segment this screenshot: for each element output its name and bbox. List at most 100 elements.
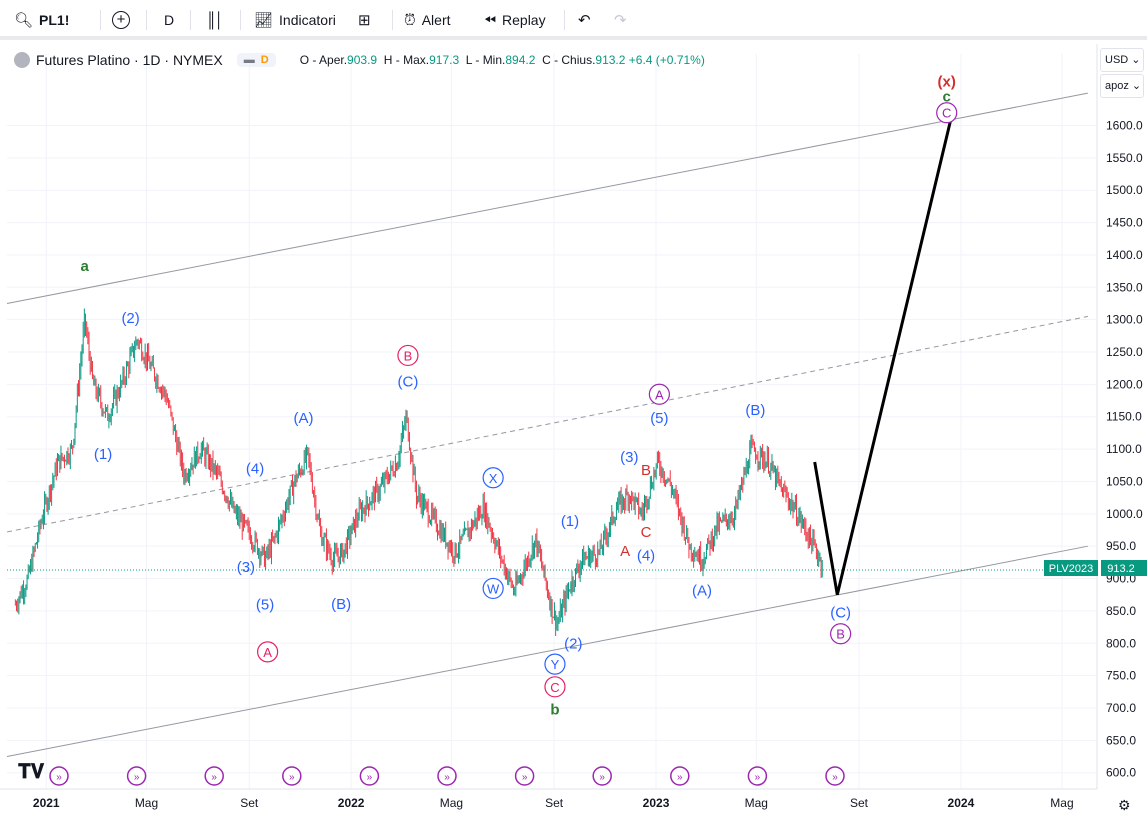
price-axis-bg <box>1097 44 1147 817</box>
open-label: O - Aper. <box>299 53 348 67</box>
badge-label: D <box>260 54 269 66</box>
x-tick-label: Mag <box>440 796 463 810</box>
divider <box>564 10 565 30</box>
wave-circle <box>257 641 279 663</box>
close-value: 913.2 <box>595 53 626 67</box>
price-axis[interactable]: 600.0650.0700.0750.0800.0850.0900.0950.0… <box>1096 44 1147 817</box>
wave-label: B <box>404 348 413 363</box>
interval-label: D <box>164 12 175 28</box>
event-marker <box>204 766 224 786</box>
symbol-search[interactable]: 🔍︎ PL1! <box>14 8 69 32</box>
wave-label: (C) <box>830 604 851 621</box>
y-tick-label: 1350.0 <box>1106 280 1143 294</box>
divider <box>190 10 191 30</box>
legend-title: Futures Platino · 1D · NYMEX <box>36 52 223 68</box>
wave-label: (2) <box>121 310 139 327</box>
event-marker <box>825 766 845 786</box>
event-marker <box>670 766 690 786</box>
x-tick-label: Set <box>545 796 564 810</box>
events-row: » » » » » » » » » » » <box>49 766 845 786</box>
y-tick-label: 950.0 <box>1106 539 1136 553</box>
wave-label: (A) <box>692 582 712 599</box>
y-tick-label: 700.0 <box>1106 701 1136 715</box>
y-tick-label: 800.0 <box>1106 636 1136 650</box>
event-marker <box>282 766 302 786</box>
indicators-icon: 📈︎ <box>254 12 274 29</box>
currency-label: USD <box>1105 54 1129 66</box>
wave-label: (1) <box>561 513 579 530</box>
x-tick-label: Set <box>850 796 869 810</box>
wave-label: a <box>81 258 90 275</box>
gear-icon[interactable]: ⚙ <box>1118 797 1131 813</box>
price-chart[interactable]: a (1) (2) (3) (4) (5) A (A) (B) B (C) X W (1) Y (2) Cb (3… <box>0 44 1147 817</box>
y-tick-label: 1600.0 <box>1106 119 1143 133</box>
chart-type-button[interactable]: ║│ <box>206 8 228 32</box>
event-marker <box>437 766 457 786</box>
layouts-button[interactable]: ⊞ <box>358 8 377 32</box>
time-axis[interactable]: 2021 Mag Set 2022 Mag Set 2023 Mag Set 2024 Mag <box>0 788 1097 817</box>
event-icon: » <box>289 772 295 783</box>
x-tick-label: 2023 <box>643 796 670 810</box>
event-icon: » <box>444 772 450 783</box>
event-icon: » <box>832 772 838 783</box>
high-value: 917.3 <box>429 53 460 67</box>
currency-select[interactable]: USD ⌄ <box>1100 48 1144 72</box>
symbol-label: PL1! <box>39 12 70 28</box>
y-tick-label: 1300.0 <box>1106 313 1143 327</box>
wave-label: (4) <box>246 461 264 478</box>
price-tag: 913.2 <box>1107 563 1135 575</box>
time-axis-bg <box>0 789 1097 817</box>
wave-label: (5) <box>650 410 668 427</box>
scale-mode-label: apoz <box>1105 80 1129 92</box>
legend-badge[interactable]: ▬ D <box>236 53 276 67</box>
tradingview-logo: 𝐓𝐕 <box>18 761 45 783</box>
settings-gear[interactable]: ⚙ <box>1118 797 1131 813</box>
wave-label: B <box>641 462 651 479</box>
indicators-button[interactable]: 📈︎ Indicatori <box>254 8 336 32</box>
event-icon: » <box>677 772 683 783</box>
y-tick-label: 1500.0 <box>1106 183 1143 197</box>
alarm-clock-icon: ⏰︎ <box>404 11 416 29</box>
wave-circle <box>482 577 504 600</box>
chart-legend: Futures Platino · 1D · NYMEX ▬ D O - Aper… <box>14 50 705 70</box>
y-tick-label: 1450.0 <box>1106 216 1143 230</box>
event-icon: » <box>755 772 761 783</box>
divider <box>100 10 101 30</box>
redo-button[interactable]: ↷ <box>614 8 633 32</box>
change-value: +6.4 (+0.71%) <box>628 53 705 67</box>
x-tick-label: 2021 <box>33 796 60 810</box>
replay-button[interactable]: ⏪︎ Replay <box>484 8 546 32</box>
event-marker <box>747 766 768 786</box>
y-tick-label: 750.0 <box>1106 669 1136 683</box>
wave-label: (B) <box>745 402 765 419</box>
wave-labels: a (1) (2) (3) (4) (5) A (A) (B) B (C) X W (1) Y (2) Cb (3… <box>81 74 958 718</box>
wave-label: (x) <box>938 74 956 91</box>
y-tick-label: 1550.0 <box>1106 151 1143 165</box>
grid-icon: ⊞ <box>358 12 371 29</box>
top-toolbar: 🔍︎ PL1! + D ║│ 📈︎ Indicatori ⊞ ⏰︎ Alert … <box>0 0 1147 40</box>
event-icon: » <box>134 772 140 783</box>
bars-icon: ║│ <box>206 11 224 29</box>
y-tick-label: 1150.0 <box>1106 410 1142 424</box>
wave-label: C <box>942 106 951 121</box>
wave-circle <box>936 102 958 124</box>
y-tick-label: 1250.0 <box>1106 345 1143 359</box>
wave-label: C <box>550 680 559 695</box>
event-marker <box>592 766 612 786</box>
interval-button[interactable]: D <box>164 8 174 32</box>
open-value: 903.9 <box>347 53 378 67</box>
compare-button[interactable]: + <box>112 8 130 32</box>
wave-label: (3) <box>237 559 255 576</box>
alert-button[interactable]: ⏰︎ Alert <box>404 8 451 32</box>
wave-label: X <box>489 471 498 486</box>
divider <box>146 10 147 30</box>
wave-label: W <box>487 581 500 596</box>
channel-lower <box>6 545 1088 758</box>
redo-icon: ↷ <box>614 12 627 29</box>
event-icon: » <box>599 772 605 783</box>
x-tick-label: Mag <box>745 796 768 810</box>
wave-circle <box>544 676 566 698</box>
undo-button[interactable]: ↶ <box>578 8 597 32</box>
scale-mode-select[interactable]: apoz ⌄ <box>1100 74 1144 98</box>
trend-channel <box>6 92 1088 758</box>
